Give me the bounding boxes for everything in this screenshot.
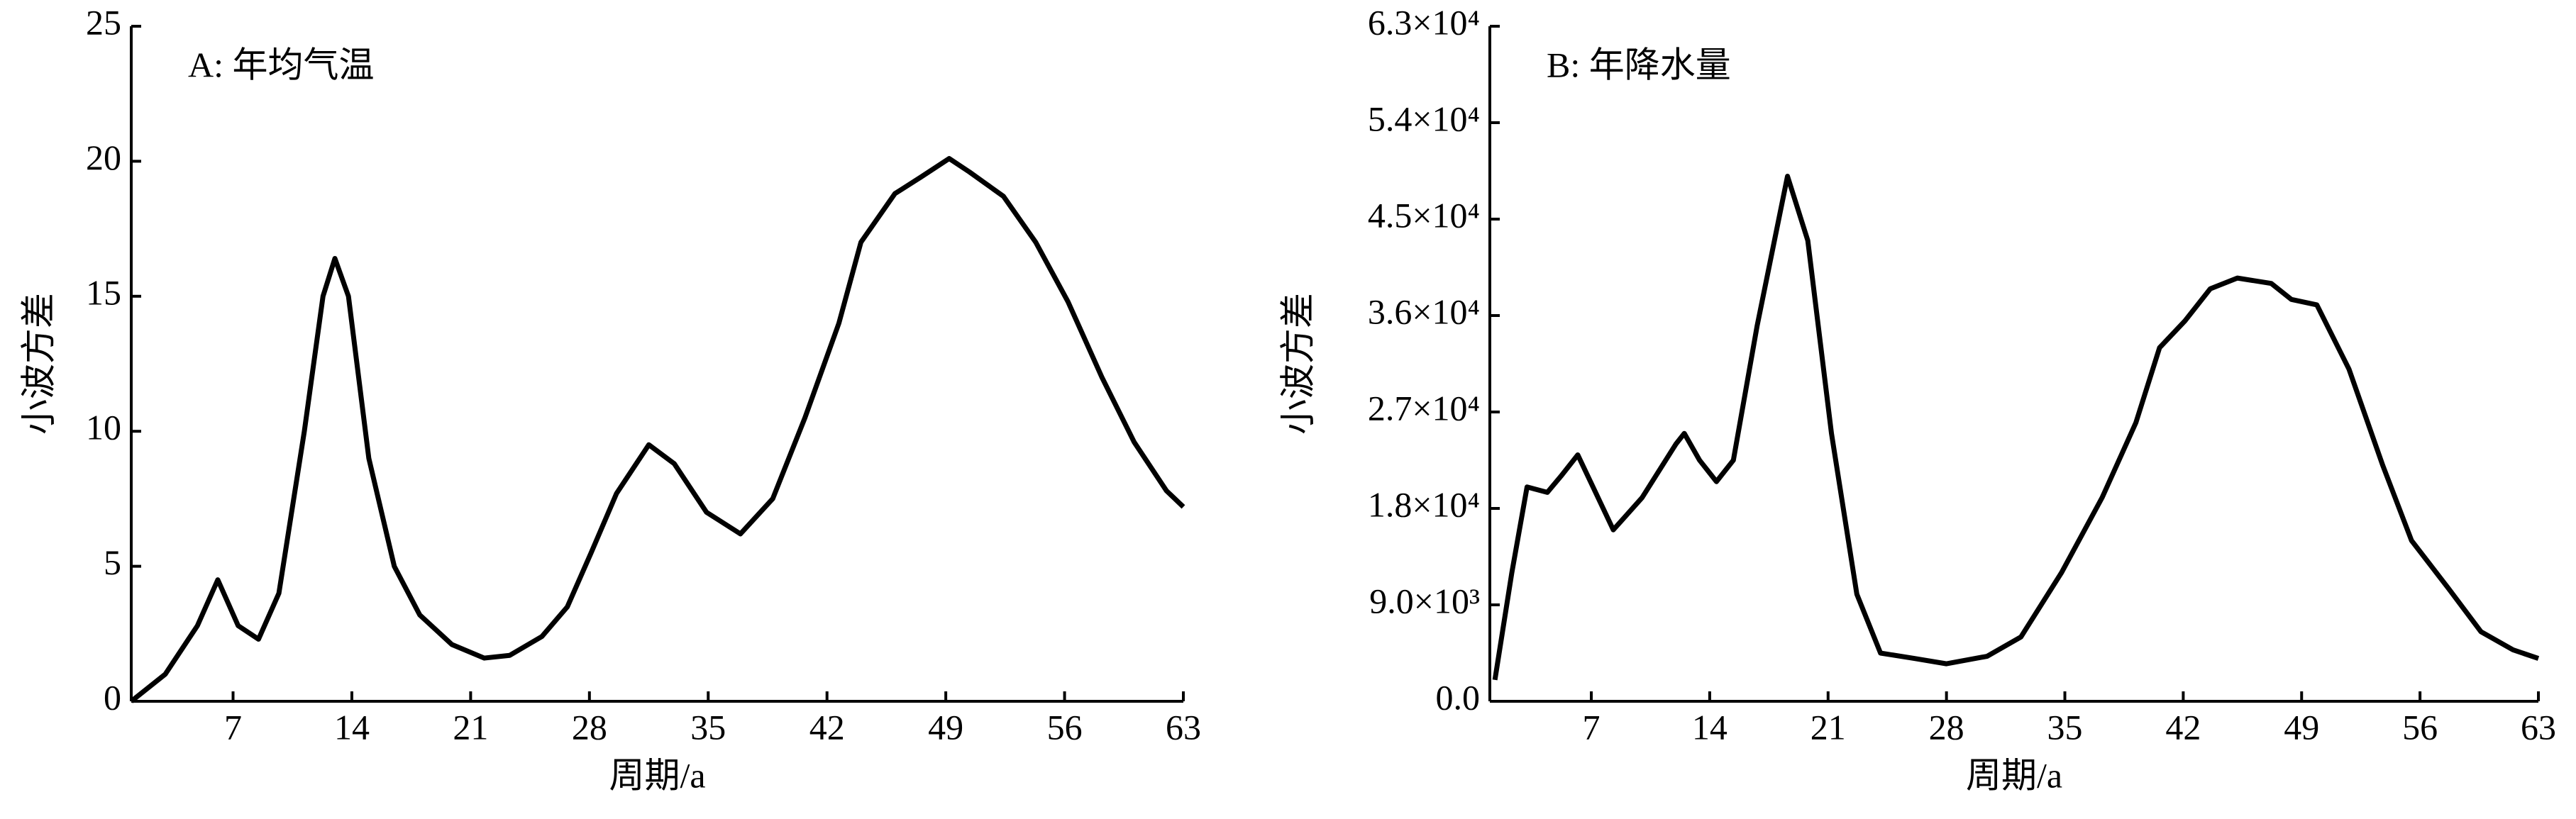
x-tick-label: 21 [1811,707,1846,747]
panel-title: B: 年降水量 [1547,45,1731,84]
y-tick-label: 1.8×10⁴ [1368,484,1480,524]
y-axis-label: 小波方差 [18,293,58,435]
y-tick-label: 0.0 [1436,677,1481,717]
x-axis-label: 周期/a [1966,755,2062,795]
y-axis-label: 小波方差 [1278,293,1317,435]
data-line [1492,174,2540,681]
x-tick-label: 7 [1583,707,1601,747]
panel-title: A: 年均气温 [188,45,375,84]
y-tick-label: 0 [104,677,121,717]
y-tick-label: 3.6×10⁴ [1368,291,1480,331]
x-tick-label: 56 [2402,707,2438,747]
y-tick-label: 20 [86,138,121,177]
y-tick-label: 10 [86,408,121,447]
x-tick-label: 21 [453,707,488,747]
y-tick-label: 25 [86,2,121,42]
y-tick-label: 5.4×10⁴ [1368,99,1480,138]
x-tick-label: 14 [334,707,370,747]
x-tick-label: 49 [2284,707,2319,747]
x-tick-label: 35 [2047,707,2083,747]
y-tick-label: 6.3×10⁴ [1368,2,1480,42]
y-tick-label: 9.0×10³ [1369,581,1480,620]
x-tick-label: 49 [928,707,963,747]
x-tick-label: 35 [690,707,726,747]
x-tick-label: 28 [1929,707,1964,747]
y-tick-label: 15 [86,272,121,312]
x-tick-label: 42 [2165,707,2201,747]
y-tick-label: 2.7×10⁴ [1368,388,1480,428]
x-tick-label: 56 [1047,707,1083,747]
x-tick-label: 14 [1692,707,1728,747]
y-tick-label: 5 [104,542,121,582]
x-tick-label: 28 [572,707,607,747]
x-tick-label: 63 [1166,707,1201,747]
x-tick-label: 7 [224,707,242,747]
y-tick-label: 4.5×10⁴ [1368,195,1480,235]
x-tick-label: 42 [809,707,845,747]
x-tick-label: 63 [2521,707,2556,747]
x-axis-label: 周期/a [609,755,705,795]
data-line [129,156,1185,703]
